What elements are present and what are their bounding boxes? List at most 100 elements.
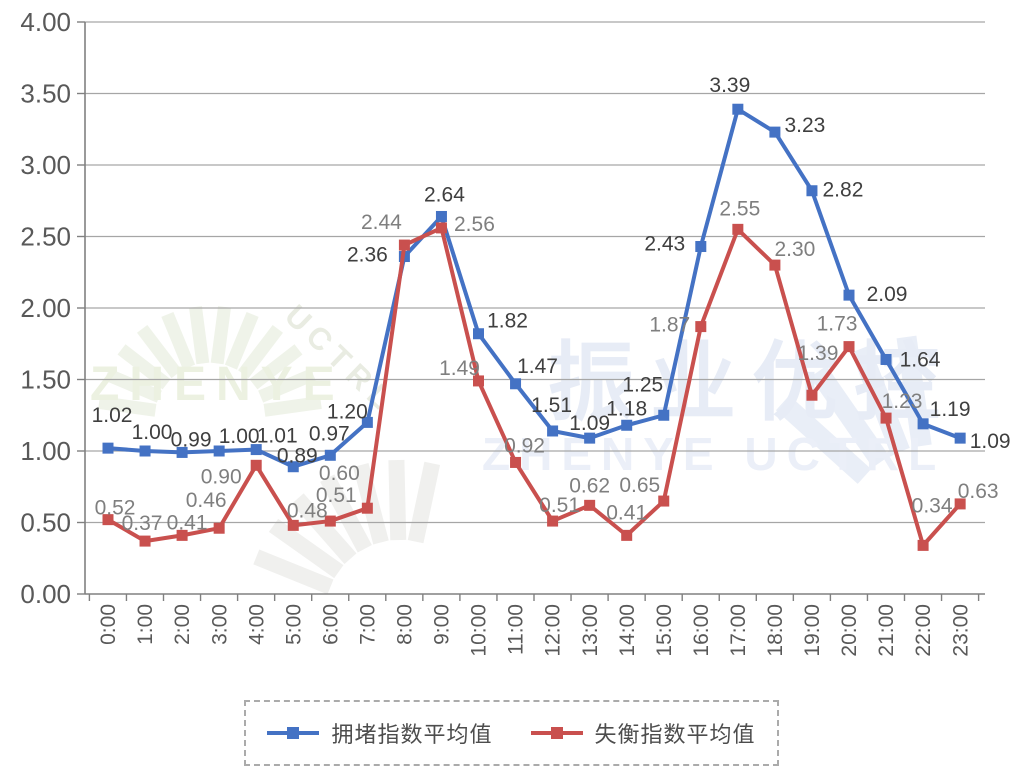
legend-marker-red-line-icon <box>530 727 583 739</box>
data-label: 2.44 <box>361 211 402 234</box>
data-label: 1.82 <box>487 310 528 333</box>
data-label: 0.41 <box>606 501 647 524</box>
data-point-marker <box>954 498 966 510</box>
data-label: 1.23 <box>882 390 923 413</box>
data-point-marker <box>917 539 929 551</box>
data-point-marker <box>250 459 262 471</box>
data-label: 0.46 <box>186 489 227 512</box>
x-axis-tick-label: 16:00 <box>690 604 713 657</box>
series-line <box>106 107 963 469</box>
data-point-marker <box>547 425 559 437</box>
data-label: 2.36 <box>347 244 388 267</box>
x-axis-tick-label: 1:00 <box>134 604 157 645</box>
data-point-marker <box>843 289 855 301</box>
data-point-marker <box>473 328 484 340</box>
x-axis-tick-label: 11:00 <box>505 604 528 655</box>
legend-item-imbalance: 失衡指数平均值 <box>530 717 756 749</box>
watermark-fan <box>98 306 322 417</box>
y-axis-tick-label: 0.50 <box>20 508 71 538</box>
data-point-marker <box>361 416 373 428</box>
x-axis-tick-label: 0:00 <box>97 604 120 645</box>
data-point-marker <box>547 515 559 527</box>
data-label: 1.47 <box>517 355 558 378</box>
data-point-marker <box>584 499 596 511</box>
data-point-marker <box>176 446 188 458</box>
data-point-marker <box>732 223 744 235</box>
data-point-marker <box>510 378 522 390</box>
data-point-marker <box>621 419 633 431</box>
series-imbalance: 0.520.37 0.410.460.900.480.510.602.44 2.56… <box>95 197 999 551</box>
x-axis-tick-label: 20:00 <box>838 604 861 657</box>
data-label: 0.51 <box>539 494 580 517</box>
x-axis-tick-label: 6:00 <box>319 604 342 645</box>
x-axis-tick-label: 7:00 <box>356 604 379 645</box>
data-point-marker <box>695 241 707 253</box>
legend-label-congestion: 拥堵指数平均值 <box>331 722 493 747</box>
x-axis-tick-label: 9:00 <box>431 604 454 645</box>
x-axis-tick-label: 3:00 <box>208 604 231 645</box>
data-label: 1.00 <box>132 421 173 444</box>
data-point-marker <box>250 444 262 456</box>
data-point-marker <box>954 432 966 444</box>
data-label: 2.09 <box>867 283 908 306</box>
x-axis-tick-label: 17:00 <box>727 604 750 657</box>
x-axis-tick-label: 5:00 <box>282 604 305 645</box>
data-label: 1.18 <box>606 397 647 420</box>
y-axis-tick-label: 1.00 <box>20 436 71 466</box>
data-point-marker <box>880 353 892 365</box>
y-axis-tick-label: 4.00 <box>20 7 71 37</box>
data-label: 2.64 <box>424 183 465 206</box>
x-axis-tick-label: 21:00 <box>875 604 898 657</box>
series-congestion: 1.021.000.99 1.001.010.890.971.202.362.64… <box>92 74 1011 473</box>
data-point-marker <box>361 502 373 514</box>
axes-and-grid: 0.00 0.50 1.00 1.50 2.00 2.50 3.00 3.50 4.00 0:00… <box>20 7 985 657</box>
data-point-marker <box>102 442 114 454</box>
data-label: 1.19 <box>930 398 971 421</box>
legend: 拥堵指数平均值 失衡指数平均值 <box>244 700 779 766</box>
y-axis-tick-label: 3.50 <box>20 79 71 109</box>
data-label: 1.09 <box>970 430 1011 453</box>
data-point-marker <box>324 449 336 461</box>
data-point-marker <box>287 461 299 473</box>
x-axis-tick-label: 13:00 <box>579 604 602 657</box>
data-label: 0.62 <box>569 474 610 497</box>
watermark-zhenye-uctrl-text: ZHENYE UCTRL <box>482 428 945 480</box>
legend-item-congestion: 拥堵指数平均值 <box>267 717 492 749</box>
data-point-marker <box>843 341 855 353</box>
y-axis-tick-label: 2.00 <box>20 293 71 323</box>
data-label: 0.92 <box>504 434 545 457</box>
data-label: 0.60 <box>319 462 360 485</box>
x-axis-tick-label: 2:00 <box>171 604 194 645</box>
data-point-marker <box>473 375 484 387</box>
x-axis-tick-label: 18:00 <box>764 604 787 657</box>
data-label: 0.90 <box>201 465 242 488</box>
data-point-marker <box>658 495 670 507</box>
x-axis-tick-label: 22:00 <box>912 604 935 657</box>
data-point-marker <box>398 239 410 251</box>
y-axis-tick-label: 0.00 <box>20 579 71 609</box>
data-label: 1.73 <box>817 313 858 336</box>
data-label: 0.97 <box>309 422 350 445</box>
data-label: 0.65 <box>619 474 660 497</box>
data-label: 1.51 <box>531 394 572 417</box>
data-label: 1.39 <box>798 342 839 365</box>
data-point-marker <box>324 515 336 527</box>
watermark-cn-text: 振业优控 <box>548 335 956 431</box>
data-point-marker <box>584 432 596 444</box>
x-axis-tick-label: 19:00 <box>801 604 824 657</box>
y-axis-tick-label: 3.00 <box>20 150 71 180</box>
data-label: 1.09 <box>569 412 610 435</box>
data-label: 1.02 <box>92 404 133 427</box>
watermark-zhenye-text: ZHENYE <box>90 358 345 411</box>
data-point-marker <box>435 222 447 234</box>
data-label: 1.64 <box>900 348 941 371</box>
data-label: 1.25 <box>622 373 663 396</box>
data-point-marker <box>139 445 151 457</box>
data-label: 2.82 <box>823 179 864 202</box>
data-point-marker <box>213 522 225 534</box>
y-axis-tick-label: 2.50 <box>20 222 71 252</box>
legend-label-imbalance: 失衡指数平均值 <box>594 722 756 747</box>
data-point-marker <box>510 456 522 468</box>
data-point-marker <box>621 529 633 541</box>
